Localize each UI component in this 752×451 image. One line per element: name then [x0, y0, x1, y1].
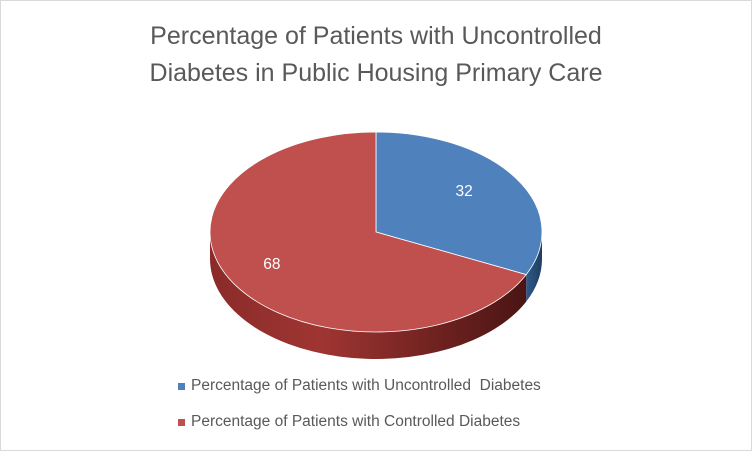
pie-slice-uncontrolled[interactable] [375, 131, 543, 276]
legend-item-uncontrolled[interactable]: Percentage of Patients with Uncontrolled… [178, 374, 541, 398]
data-label-uncontrolled: 32 [455, 183, 472, 200]
data-label-controlled: 68 [263, 256, 280, 273]
legend-item-controlled[interactable]: Percentage of Patients with Controlled D… [178, 410, 541, 434]
pie-side-walls [210, 232, 542, 359]
legend: Percentage of Patients with Uncontrolled… [178, 374, 541, 446]
pie-slice-controlled[interactable] [209, 131, 527, 333]
legend-label-controlled: Percentage of Patients with Controlled D… [191, 413, 521, 430]
legend-swatch-uncontrolled [178, 382, 185, 390]
chart-title: Percentage of Patients with Uncontrolled… [149, 22, 603, 87]
legend-label-uncontrolled: Percentage of Patients with Uncontrolled… [191, 377, 541, 394]
pie-data-labels: 32 68 [263, 183, 472, 273]
legend-swatch-controlled [178, 418, 185, 426]
pie-slices [209, 131, 543, 333]
pie-side-controlled [210, 232, 527, 359]
pie-side-uncontrolled [526, 232, 542, 302]
